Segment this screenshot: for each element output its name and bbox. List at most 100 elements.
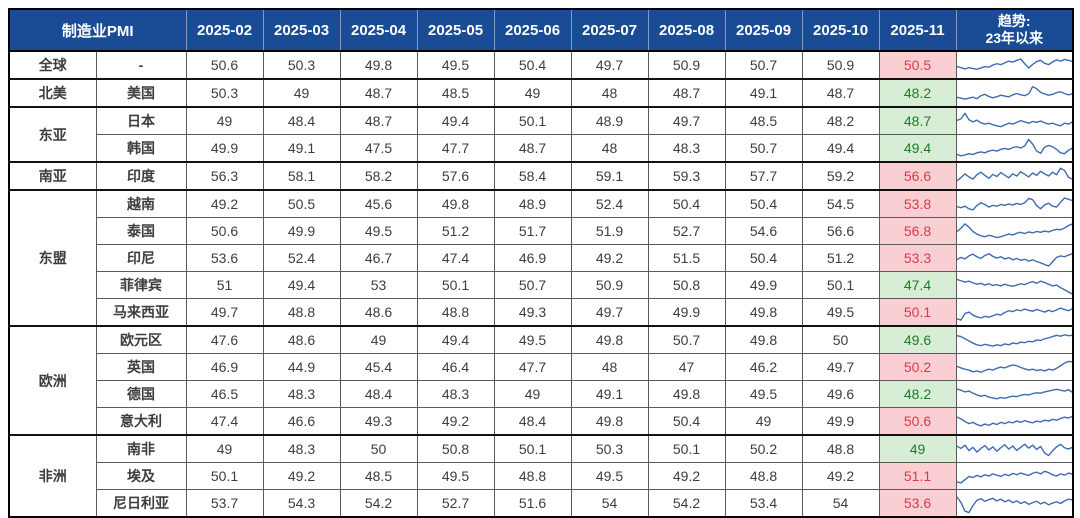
country-cell: 菲律宾	[95, 271, 187, 299]
value-cell: 48.3	[416, 380, 495, 408]
value-cell: 54.2	[339, 489, 418, 518]
value-cell: 50.9	[570, 271, 649, 299]
country-cell: 南非	[95, 434, 187, 463]
value-cell: 47.4	[185, 407, 264, 436]
value-cell: 50.9	[647, 50, 726, 80]
trend-sparkline	[957, 464, 1073, 488]
value-cell: 49	[493, 78, 572, 108]
value-cell: 50.1	[493, 434, 572, 463]
value-cell: 49.9	[801, 407, 880, 436]
value-cell: 49.2	[570, 244, 649, 272]
table-row: 意大利 47.4 46.6 49.3 49.2 48.4 49.8 50.4 49 49.9 50.…	[9, 407, 1074, 436]
trend-sparkline	[957, 300, 1073, 324]
latest-value-cell: 53.6	[878, 489, 957, 518]
region-cell: 全球	[8, 50, 97, 80]
country-cell: 美国	[95, 78, 187, 108]
table-row: 东亚 日本 49 48.4 48.7 49.4 50.1 48.9 49.7 48.5 48.2 48…	[8, 106, 1074, 163]
trend-sparkline-cell	[955, 298, 1074, 327]
trend-sparkline-cell	[955, 271, 1074, 299]
value-cell: 49.5	[339, 217, 418, 245]
value-cell: 50.3	[570, 434, 649, 463]
value-cell: 59.1	[570, 161, 649, 191]
value-cell: 51.2	[801, 244, 880, 272]
country-cell: 德国	[95, 380, 187, 408]
month-column-header: 2025-08	[647, 9, 726, 52]
value-cell: 58.1	[262, 161, 341, 191]
trend-sparkline	[957, 136, 1073, 160]
value-cell: 50.8	[647, 271, 726, 299]
value-cell: 50.9	[801, 50, 880, 80]
trend-sparkline-cell	[955, 189, 1074, 218]
month-column-header: 2025-11	[878, 9, 957, 52]
value-cell: 48.4	[339, 380, 418, 408]
value-cell: 51.7	[493, 217, 572, 245]
value-cell: 49.7	[185, 298, 264, 327]
value-cell: 49	[339, 325, 418, 354]
value-cell: 49.8	[570, 407, 649, 436]
value-cell: 50.8	[416, 434, 495, 463]
value-cell: 58.2	[339, 161, 418, 191]
trend-sparkline-cell	[955, 161, 1074, 191]
value-cell: 45.6	[339, 189, 418, 218]
value-cell: 49.9	[262, 217, 341, 245]
latest-value-cell: 53.3	[878, 244, 957, 272]
value-cell: 53.4	[724, 489, 803, 518]
value-cell: 49.9	[647, 298, 726, 327]
value-cell: 49.3	[339, 407, 418, 436]
value-cell: 50.1	[185, 462, 264, 490]
value-cell: 49	[185, 106, 264, 135]
value-cell: 44.9	[262, 353, 341, 381]
latest-value-cell: 48.7	[878, 106, 957, 135]
value-cell: 46.4	[416, 353, 495, 381]
value-cell: 48.5	[339, 462, 418, 490]
trend-sparkline-cell	[955, 325, 1074, 354]
trend-sparkline-cell	[955, 489, 1074, 518]
value-cell: 49.8	[724, 298, 803, 327]
value-cell: 58.4	[493, 161, 572, 191]
table-row: 泰国 50.6 49.9 49.5 51.2 51.7 51.9 52.7 54.6 56.6 56…	[9, 217, 1074, 245]
country-cell: 泰国	[95, 217, 187, 245]
value-cell: 49.1	[262, 134, 341, 163]
pmi-table: 制造业PMI 2025-02 2025-03 2025-04 2025-05 2025-0…	[8, 8, 1075, 518]
value-cell: 50.5	[262, 189, 341, 218]
value-cell: 48.7	[339, 78, 418, 108]
trend-sparkline	[957, 81, 1073, 105]
value-cell: 51.5	[647, 244, 726, 272]
country-cell: 埃及	[95, 462, 187, 490]
value-cell: 48.8	[493, 462, 572, 490]
value-cell: 48.5	[724, 106, 803, 135]
latest-value-cell: 48.2	[878, 380, 957, 408]
month-column-header: 2025-10	[801, 9, 880, 52]
trend-sparkline-cell	[955, 217, 1074, 245]
country-cell: 英国	[95, 353, 187, 381]
value-cell: 50.1	[416, 271, 495, 299]
latest-value-cell: 56.6	[878, 161, 957, 191]
trend-sparkline	[957, 246, 1073, 270]
value-cell: 50.2	[724, 434, 803, 463]
trend-header-line2: 23年以来	[985, 30, 1044, 46]
value-cell: 52.4	[262, 244, 341, 272]
table-row: 欧洲 欧元区 47.6 48.6 49 49.4 49.5 49.8 50.7 49.8 50 49.…	[8, 325, 1074, 436]
trend-sparkline	[957, 328, 1073, 352]
country-cell: 欧元区	[95, 325, 187, 354]
latest-value-cell: 50.1	[878, 298, 957, 327]
trend-sparkline	[957, 273, 1073, 297]
latest-value-cell: 49	[878, 434, 957, 463]
value-cell: 56.6	[801, 217, 880, 245]
value-cell: 54	[570, 489, 649, 518]
country-cell: 韩国	[95, 134, 187, 163]
value-cell: 48.6	[339, 298, 418, 327]
trend-sparkline-cell	[955, 50, 1074, 80]
trend-sparkline-cell	[955, 353, 1074, 381]
value-cell: 47.7	[416, 134, 495, 163]
value-cell: 45.4	[339, 353, 418, 381]
value-cell: 49	[262, 78, 341, 108]
value-cell: 49.5	[570, 462, 649, 490]
value-cell: 46.6	[262, 407, 341, 436]
value-cell: 48.5	[416, 78, 495, 108]
table-header: 制造业PMI 2025-02 2025-03 2025-04 2025-05 2025-0…	[9, 9, 1074, 52]
value-cell: 50.6	[185, 217, 264, 245]
trend-sparkline-cell	[955, 78, 1074, 108]
value-cell: 48	[570, 353, 649, 381]
value-cell: 46.9	[185, 353, 264, 381]
